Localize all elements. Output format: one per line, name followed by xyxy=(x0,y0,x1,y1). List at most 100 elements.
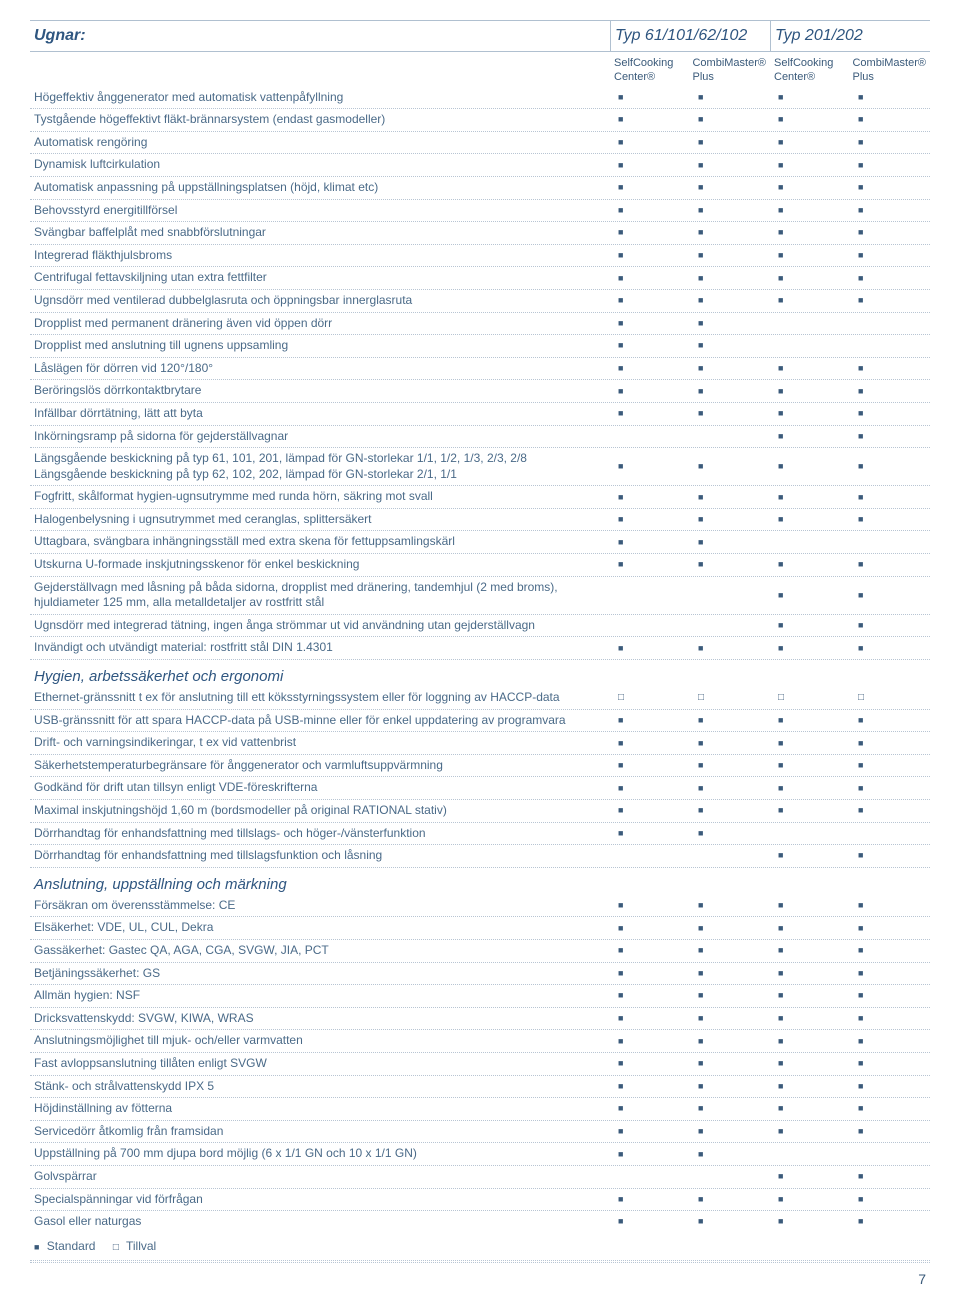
table-row: Automatisk rengöring■■■■ xyxy=(30,132,930,155)
row-cell: ■ xyxy=(690,227,770,238)
table-row: Inkörningsramp på sidorna för gejderstäl… xyxy=(30,426,930,449)
table-row: Stänk- och strålvattenskydd IPX 5■■■■ xyxy=(30,1076,930,1099)
row-cell: ■ xyxy=(610,1216,690,1227)
row-cell: ■ xyxy=(610,295,690,306)
table-row: Uttagbara, svängbara inhängningsställ me… xyxy=(30,531,930,554)
row-cell: ■ xyxy=(690,514,770,525)
row-label: Halogenbelysning i ugnsutrymmet med cera… xyxy=(30,509,610,531)
row-cell: ■ xyxy=(610,340,690,351)
row-cell: ■ xyxy=(610,182,690,193)
row-cell: ■ xyxy=(610,1013,690,1024)
row-cell: ■ xyxy=(610,990,690,1001)
row-cell: ■ xyxy=(690,760,770,771)
row-cell: ■ xyxy=(690,1194,770,1205)
legend-standard-icon: ■ xyxy=(34,1242,39,1252)
row-label: Dörrhandtag för enhandsfattning med till… xyxy=(30,823,610,845)
row-cell: ■ xyxy=(610,318,690,329)
header-group-1: Typ 61/101/62/102 xyxy=(610,21,770,51)
legend-standard-label: Standard xyxy=(47,1239,96,1253)
table-row: Halogenbelysning i ugnsutrymmet med cera… xyxy=(30,509,930,532)
row-cell: ■ xyxy=(690,1036,770,1047)
row-cell: ■ xyxy=(690,968,770,979)
row-cell: ■ xyxy=(770,1171,850,1182)
table-row: Elsäkerhet: VDE, UL, CUL, Dekra■■■■ xyxy=(30,917,930,940)
row-label: Försäkran om överensstämmelse: CE xyxy=(30,895,610,917)
table-header: Ugnar: Typ 61/101/62/102 Typ 201/202 xyxy=(30,20,930,52)
row-cell: ■ xyxy=(850,295,930,306)
row-cell: ■ xyxy=(850,227,930,238)
row-cell: ■ xyxy=(770,461,850,472)
row-cell: ■ xyxy=(770,137,850,148)
legend: ■ Standard □ Tillval xyxy=(30,1233,930,1259)
row-cell: □ xyxy=(690,692,770,703)
row-label: Gejderställvagn med låsning på båda sido… xyxy=(30,577,610,614)
row-label: Dropplist med permanent dränering även v… xyxy=(30,313,610,335)
row-cell: ■ xyxy=(690,160,770,171)
row-cell: ■ xyxy=(770,514,850,525)
row-cell: ■ xyxy=(690,1103,770,1114)
row-cell: ■ xyxy=(690,783,770,794)
row-cell: ■ xyxy=(690,945,770,956)
row-cell: ■ xyxy=(610,1126,690,1137)
row-label: Invändigt och utvändigt material: rostfr… xyxy=(30,637,610,659)
row-cell: ■ xyxy=(690,1058,770,1069)
row-label: Stänk- och strålvattenskydd IPX 5 xyxy=(30,1076,610,1098)
row-cell: ■ xyxy=(690,537,770,548)
legend-option-label: Tillval xyxy=(126,1239,156,1253)
row-cell: ■ xyxy=(850,182,930,193)
table-row: Automatisk anpassning på uppställningspl… xyxy=(30,177,930,200)
section-title: Hygien, arbetssäkerhet och ergonomi xyxy=(30,660,930,687)
row-cell: ■ xyxy=(770,643,850,654)
row-label: Automatisk anpassning på uppställningspl… xyxy=(30,177,610,199)
row-label: Högeffektiv ånggenerator med automatisk … xyxy=(30,87,610,109)
row-cell: ■ xyxy=(610,205,690,216)
table-row: Ugnsdörr med ventilerad dubbelglasruta o… xyxy=(30,290,930,313)
row-cell: ■ xyxy=(690,205,770,216)
row-cell: ■ xyxy=(770,160,850,171)
row-cell: ■ xyxy=(610,900,690,911)
table-subheader: SelfCooking Center® CombiMaster® Plus Se… xyxy=(30,52,930,87)
row-cell: ■ xyxy=(690,92,770,103)
row-cell: ■ xyxy=(850,805,930,816)
table-row: Försäkran om överensstämmelse: CE■■■■ xyxy=(30,895,930,918)
row-cell: ■ xyxy=(690,923,770,934)
row-cell: ■ xyxy=(770,363,850,374)
row-cell: ■ xyxy=(850,923,930,934)
row-cell: ■ xyxy=(770,182,850,193)
row-cell: ■ xyxy=(770,783,850,794)
row-cell: ■ xyxy=(610,92,690,103)
row-cell: ■ xyxy=(850,408,930,419)
row-label: Inkörningsramp på sidorna för gejderstäl… xyxy=(30,426,610,448)
table-row: Svängbar baffelplåt med snabbförslutning… xyxy=(30,222,930,245)
row-label: Längsgående beskickning på typ 61, 101, … xyxy=(30,448,610,485)
row-label: Maximal inskjutningshöjd 1,60 m (bordsmo… xyxy=(30,800,610,822)
row-cell: ■ xyxy=(850,363,930,374)
row-label: Ugnsdörr med integrerad tätning, ingen å… xyxy=(30,615,610,637)
row-cell: ■ xyxy=(850,738,930,749)
row-label: Gasol eller naturgas xyxy=(30,1211,610,1233)
row-cell: ■ xyxy=(690,828,770,839)
table-row: Betjäningssäkerhet: GS■■■■ xyxy=(30,963,930,986)
row-label: Anslutningsmöjlighet till mjuk- och/elle… xyxy=(30,1030,610,1052)
row-cell: ■ xyxy=(770,968,850,979)
row-label: Ugnsdörr med ventilerad dubbelglasruta o… xyxy=(30,290,610,312)
row-cell: ■ xyxy=(770,408,850,419)
table-row: Centrifugal fettavskiljning utan extra f… xyxy=(30,267,930,290)
row-label: Servicedörr åtkomlig från framsidan xyxy=(30,1121,610,1143)
row-cell: ■ xyxy=(770,900,850,911)
row-cell: ■ xyxy=(850,250,930,261)
row-cell: ■ xyxy=(610,250,690,261)
row-cell: ■ xyxy=(770,1013,850,1024)
row-cell: □ xyxy=(770,692,850,703)
row-label: Behovsstyrd energitillförsel xyxy=(30,200,610,222)
table-row: Gassäkerhet: Gastec QA, AGA, CGA, SVGW, … xyxy=(30,940,930,963)
section-title: Anslutning, uppställning och märkning xyxy=(30,868,930,895)
row-label: Höjdinställning av fötterna xyxy=(30,1098,610,1120)
row-cell: ■ xyxy=(610,114,690,125)
row-cell: ■ xyxy=(850,945,930,956)
row-cell: ■ xyxy=(770,1036,850,1047)
row-label: Dricksvattenskydd: SVGW, KIWA, WRAS xyxy=(30,1008,610,1030)
row-cell: ■ xyxy=(850,1081,930,1092)
table-row: Godkänd för drift utan tillsyn enligt VD… xyxy=(30,777,930,800)
row-cell: ■ xyxy=(850,590,930,601)
